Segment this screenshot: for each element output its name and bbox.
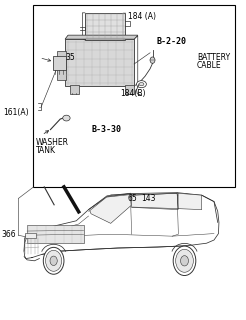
FancyBboxPatch shape [85, 13, 125, 40]
Circle shape [46, 250, 62, 271]
Ellipse shape [139, 83, 144, 86]
Bar [70, 85, 79, 94]
Text: B-3-30: B-3-30 [91, 125, 121, 134]
Polygon shape [178, 193, 202, 210]
Circle shape [50, 256, 57, 266]
Text: 65: 65 [127, 194, 137, 203]
Text: B-2-20: B-2-20 [156, 37, 186, 46]
Bar [27, 225, 84, 243]
Circle shape [173, 246, 196, 276]
Bar [125, 85, 134, 94]
Text: TANK: TANK [36, 146, 56, 155]
Text: 184 (A): 184 (A) [128, 12, 156, 21]
Circle shape [181, 256, 188, 266]
Text: 161(A): 161(A) [4, 108, 29, 117]
Bar [33, 5, 235, 187]
Text: WASHER: WASHER [36, 138, 69, 147]
Text: 35: 35 [65, 53, 75, 62]
Bar [57, 51, 66, 80]
Circle shape [176, 249, 193, 272]
Bar [65, 39, 134, 86]
Bar [53, 56, 66, 70]
Text: 143: 143 [141, 194, 156, 203]
Polygon shape [131, 193, 178, 209]
Circle shape [150, 57, 155, 63]
Text: 366: 366 [1, 230, 16, 239]
Polygon shape [65, 35, 138, 39]
Text: CABLE: CABLE [197, 61, 221, 70]
Polygon shape [90, 195, 131, 223]
Text: 184(B): 184(B) [121, 89, 146, 98]
Bar [25, 233, 36, 238]
Ellipse shape [137, 81, 146, 88]
Ellipse shape [63, 115, 70, 121]
Text: BATTERY: BATTERY [197, 53, 230, 62]
Circle shape [43, 247, 64, 274]
